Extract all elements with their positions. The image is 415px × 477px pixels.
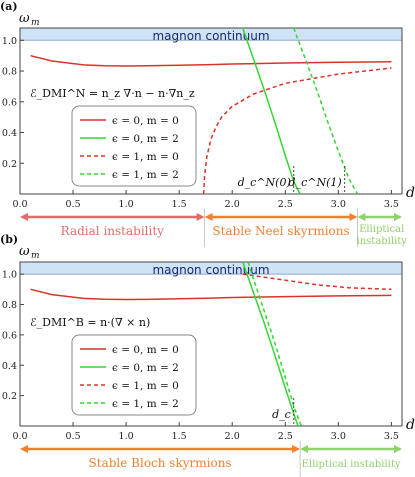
y-axis-label-subscript: m xyxy=(31,18,40,28)
region-label: Elliptical xyxy=(359,224,404,235)
x-tick-label: 0.5 xyxy=(66,431,81,442)
y-tick-label: 0.4 xyxy=(2,128,17,139)
x-tick-label: 3.0 xyxy=(331,431,346,442)
x-tick-label: 1.5 xyxy=(172,431,187,442)
magnon-continuum-label: magnon continuum xyxy=(152,263,269,277)
panel-a-chart: magnon continuum 0.2 0.4 0.6 0.8 1.0 0.0 0.5 1.0… xyxy=(0,0,415,247)
y-tick-label: 0.8 xyxy=(2,67,17,78)
region-label: instability xyxy=(357,236,408,247)
region-arrowhead-right xyxy=(196,213,205,221)
magnon-continuum-band xyxy=(20,28,402,41)
x-axis-label: d xyxy=(406,417,415,433)
panel-label: (b) xyxy=(0,233,18,246)
series-line-2 xyxy=(242,28,301,194)
region-label: Stable Neel skyrmions xyxy=(212,224,349,238)
x-tick-label: 2.0 xyxy=(225,199,240,210)
x-tick-label: 1.0 xyxy=(119,431,134,442)
plot-frame xyxy=(19,261,403,427)
dmi-formula: ℰ_DMI^N = n_z ∇·n − n·∇n_z xyxy=(30,87,195,100)
legend-entry: ϵ = 1, m = 0 xyxy=(112,380,179,392)
plot-frame xyxy=(19,27,403,195)
x-axis-label: d xyxy=(406,185,415,201)
region-arrowhead-left xyxy=(300,445,309,453)
y-tick-label: 0.2 xyxy=(2,391,17,402)
y-tick-label: 0.2 xyxy=(2,159,17,170)
legend-box xyxy=(71,105,197,187)
y-axis-label-subscript: m xyxy=(31,251,40,261)
x-tick-label: 1.0 xyxy=(119,199,134,210)
legend-entry: ϵ = 0, m = 0 xyxy=(112,344,179,356)
region-label: Elliptical instability xyxy=(302,459,401,470)
y-axis-label: ω xyxy=(19,244,30,259)
x-tick-label: 0.0 xyxy=(12,199,27,210)
x-tick-label: 3.5 xyxy=(384,199,399,210)
x-tick-label: 3.5 xyxy=(384,431,399,442)
x-tick-label: 3.0 xyxy=(331,199,346,210)
y-tick-label: 0.4 xyxy=(2,361,17,372)
y-axis-label: ω xyxy=(19,11,30,26)
legend-entry: ϵ = 0, m = 2 xyxy=(112,362,179,374)
y-tick-label: 0.6 xyxy=(2,330,17,341)
region-arrowhead-right xyxy=(394,445,402,453)
x-tick-label: 0.5 xyxy=(66,199,81,210)
region-label: Stable Bloch skyrmions xyxy=(89,456,232,470)
legend-entry: ϵ = 1, m = 2 xyxy=(112,169,179,181)
panel-b-chart: magnon continuum 0.2 0.4 0.6 0.8 1.0 0.0 0.5 1.0… xyxy=(0,233,415,477)
series-line-4 xyxy=(293,28,359,194)
critical-d-label: d_c^N(1) xyxy=(289,176,342,189)
series-line-3 xyxy=(202,67,392,194)
x-tick-label: 2.5 xyxy=(278,199,293,210)
y-tick-label: 1.0 xyxy=(2,36,17,47)
series-line-3 xyxy=(242,273,392,291)
legend-entry: ϵ = 1, m = 0 xyxy=(112,151,179,163)
region-arrowhead-left xyxy=(20,445,28,453)
region-arrowhead-left xyxy=(204,213,213,221)
series-line-4 xyxy=(247,262,302,426)
series-line-1 xyxy=(30,54,392,67)
panel-label: (a) xyxy=(0,0,18,13)
region-arrowhead-right xyxy=(394,213,402,221)
series-line-2 xyxy=(242,262,299,426)
region-arrowhead-left xyxy=(357,213,366,221)
y-tick-label: 0.8 xyxy=(2,300,17,311)
x-tick-label: 2.0 xyxy=(225,431,240,442)
legend-box xyxy=(71,334,197,416)
magnon-continuum-band xyxy=(20,262,402,275)
region-arrowhead-right xyxy=(349,213,358,221)
region-arrowhead-left xyxy=(20,213,28,221)
magnon-continuum-label: magnon continuum xyxy=(152,29,269,43)
legend-entry: ϵ = 0, m = 0 xyxy=(112,115,179,127)
x-tick-label: 2.5 xyxy=(278,431,293,442)
series-line-1 xyxy=(30,288,392,301)
region-arrowhead-right xyxy=(292,445,301,453)
critical-d-label: d_c^N(0) xyxy=(238,176,291,189)
x-tick-label: 0.0 xyxy=(12,431,27,442)
y-tick-label: 1.0 xyxy=(2,270,17,281)
dmi-formula: ℰ_DMI^B = n·(∇ × n) xyxy=(30,316,150,329)
legend-entry: ϵ = 0, m = 2 xyxy=(112,133,179,145)
critical-d-label: d_c xyxy=(272,408,291,421)
y-tick-label: 0.6 xyxy=(2,97,17,108)
x-tick-label: 1.5 xyxy=(172,199,187,210)
region-label: Radial instability xyxy=(61,224,165,238)
legend-entry: ϵ = 1, m = 2 xyxy=(112,398,179,410)
